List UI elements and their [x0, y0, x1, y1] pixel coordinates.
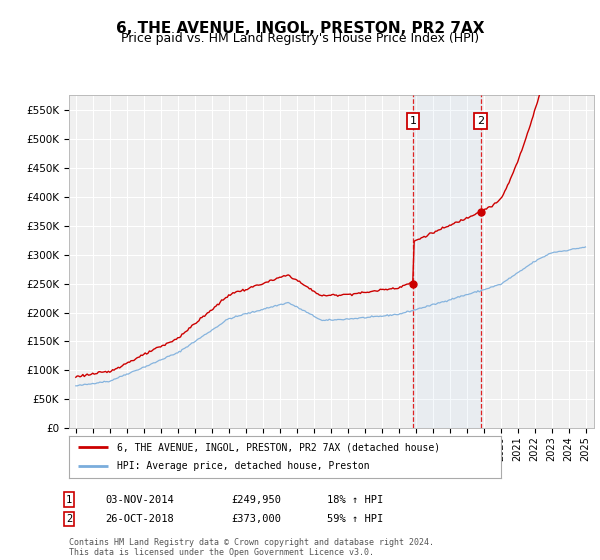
Text: 03-NOV-2014: 03-NOV-2014 [105, 494, 174, 505]
Bar [413, 95, 481, 428]
Text: 26-OCT-2018: 26-OCT-2018 [105, 514, 174, 524]
Text: Price paid vs. HM Land Registry's House Price Index (HPI): Price paid vs. HM Land Registry's House … [121, 32, 479, 45]
Text: 59% ↑ HPI: 59% ↑ HPI [327, 514, 383, 524]
Text: Contains HM Land Registry data © Crown copyright and database right 2024.
This d: Contains HM Land Registry data © Crown c… [69, 538, 434, 557]
Text: 2: 2 [66, 514, 72, 524]
Text: £373,000: £373,000 [231, 514, 281, 524]
Text: 1: 1 [66, 494, 72, 505]
Text: 6, THE AVENUE, INGOL, PRESTON, PR2 7AX: 6, THE AVENUE, INGOL, PRESTON, PR2 7AX [116, 21, 484, 36]
Text: 2: 2 [477, 116, 484, 126]
Text: 18% ↑ HPI: 18% ↑ HPI [327, 494, 383, 505]
Text: £249,950: £249,950 [231, 494, 281, 505]
Text: 6, THE AVENUE, INGOL, PRESTON, PR2 7AX (detached house): 6, THE AVENUE, INGOL, PRESTON, PR2 7AX (… [116, 442, 440, 452]
Text: HPI: Average price, detached house, Preston: HPI: Average price, detached house, Pres… [116, 461, 369, 472]
Text: 1: 1 [409, 116, 416, 126]
